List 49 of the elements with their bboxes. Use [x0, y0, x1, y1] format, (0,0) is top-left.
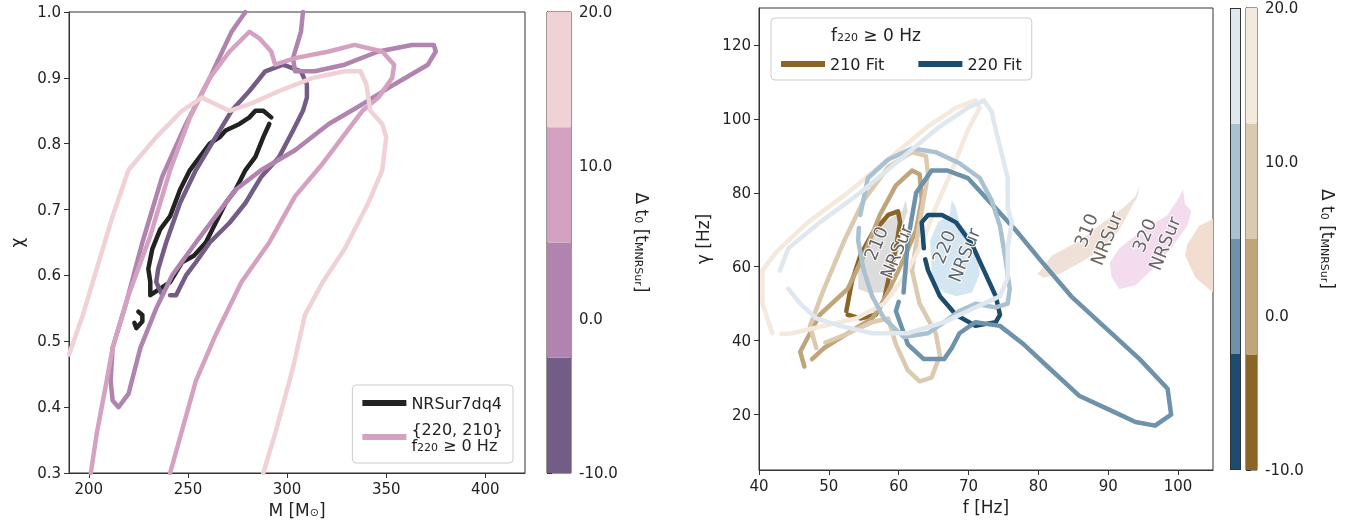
x-tick-label: 50 — [819, 476, 839, 495]
color-bar-label: 20.0 — [1265, 0, 1299, 17]
x-tick-label: 350 — [371, 479, 401, 498]
x-tick-label: 90 — [1098, 476, 1118, 495]
y-tick-label: 120 — [722, 35, 751, 54]
legend-label: {220, 210} f220 ≥ 0 Hz — [411, 419, 503, 455]
x-tick-label: 200 — [74, 479, 104, 498]
x-tick-label: 70 — [958, 476, 979, 495]
legend-label: NRSur7dq4 — [411, 393, 503, 413]
legend-label: 220 Fit — [967, 54, 1022, 74]
x-tick-label: 300 — [272, 479, 302, 498]
y-tick-label: 80 — [731, 183, 751, 202]
color-bar-label: 0.0 — [579, 310, 603, 329]
legend-label: 210 Fit — [830, 54, 885, 74]
y-tick-label: 20 — [731, 405, 751, 424]
x-axis-title: M [M⊙] — [268, 499, 326, 520]
y-tick-label: 100 — [722, 109, 751, 128]
color-bar-title: Δ t0 [tMNRSur] — [631, 192, 652, 293]
x-tick-label: 250 — [173, 479, 203, 498]
y-tick-label: 1.0 — [37, 3, 61, 21]
x-tick-label: 80 — [1028, 476, 1048, 495]
line-series — [66, 69, 389, 476]
y-tick-label: 0.9 — [37, 68, 61, 87]
x-tick-label: 100 — [1163, 476, 1193, 495]
y-tick-label: 0.6 — [37, 266, 61, 285]
color-bar-label: 10.0 — [1265, 153, 1299, 171]
y-tick-label: 60 — [731, 257, 751, 276]
line-series — [153, 62, 310, 298]
y-tick-label: 0.5 — [37, 332, 61, 351]
x-tick-label: 400 — [471, 479, 500, 498]
y-tick-label: 40 — [731, 331, 751, 350]
x-axis-title: f [Hz] — [962, 496, 1010, 517]
color-bar-label: 0.0 — [1265, 307, 1289, 325]
color-bar-label: 20.0 — [579, 3, 613, 21]
line-series — [88, 29, 397, 476]
line-series — [777, 98, 1015, 336]
y-tick-label: 0.7 — [37, 200, 61, 219]
y-axis-title: χ — [6, 237, 27, 248]
x-tick-label: 40 — [749, 476, 769, 495]
color-bar-label: -10.0 — [1265, 461, 1304, 479]
legend-title: f220 ≥ 0 Hz — [831, 24, 922, 45]
line-series — [132, 309, 145, 331]
y-tick-label: 0.3 — [37, 464, 61, 482]
y-tick-label: 0.8 — [37, 134, 61, 153]
x-tick-label: 60 — [889, 476, 909, 495]
y-axis-title: γ [Hz] — [692, 213, 713, 265]
color-bar-label: 10.0 — [579, 156, 613, 175]
y-tick-label: 0.4 — [37, 398, 61, 417]
color-bar-label: -10.0 — [579, 464, 618, 482]
